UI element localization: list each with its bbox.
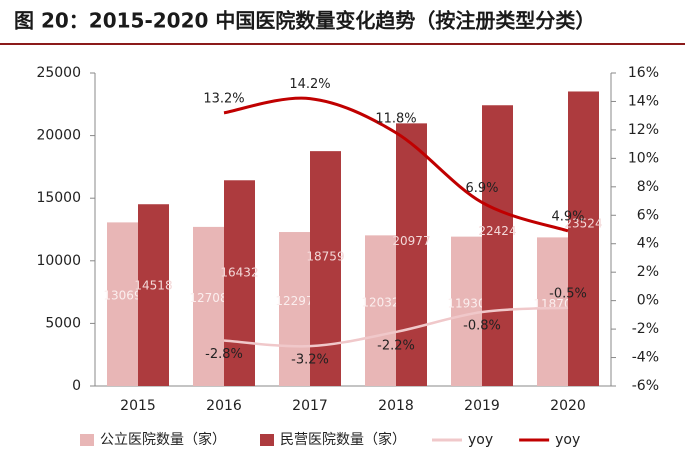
y2-tick-label: 12% bbox=[628, 122, 659, 138]
bar bbox=[451, 236, 482, 386]
bar bbox=[138, 204, 169, 386]
line-value-label: -2.2% bbox=[377, 338, 415, 353]
x-tick-label: 2020 bbox=[550, 398, 586, 414]
legend-label: yoy bbox=[555, 432, 580, 448]
x-tick-label: 2017 bbox=[292, 398, 328, 414]
line-value-label: -3.2% bbox=[291, 353, 329, 368]
y2-tick-label: 0% bbox=[637, 293, 659, 309]
y2-tick-label: -4% bbox=[632, 350, 659, 366]
bar-value-label: 11930 bbox=[447, 296, 485, 310]
y2-tick-label: 10% bbox=[628, 150, 659, 166]
bar-value-label: 12708 bbox=[189, 291, 227, 305]
y2-tick-label: -6% bbox=[632, 378, 659, 394]
line bbox=[223, 306, 569, 348]
y-tick-label: 25000 bbox=[36, 65, 81, 81]
line-value-label: 4.9% bbox=[551, 209, 584, 224]
bar bbox=[310, 151, 341, 386]
bar-value-label: 22424 bbox=[478, 224, 516, 238]
x-tick-label: 2018 bbox=[378, 398, 414, 414]
bar bbox=[224, 180, 255, 386]
bar bbox=[396, 123, 427, 387]
y2-tick-label: 4% bbox=[637, 236, 659, 252]
y-tick-label: 20000 bbox=[36, 128, 81, 144]
line-value-label: -0.8% bbox=[463, 319, 501, 334]
y2-tick-label: 8% bbox=[637, 179, 659, 195]
y-tick-label: 5000 bbox=[45, 315, 81, 331]
bar bbox=[537, 237, 568, 386]
bar-value-label: 23524 bbox=[564, 217, 602, 231]
x-tick-label: 2015 bbox=[120, 398, 156, 414]
bar-value-label: 16432 bbox=[220, 265, 258, 279]
bar bbox=[279, 232, 310, 386]
legend-swatch bbox=[260, 434, 274, 446]
bar-value-label: 18759 bbox=[306, 249, 344, 263]
bar-value-label: 14518 bbox=[134, 279, 172, 293]
line-value-label: -0.5% bbox=[549, 286, 587, 301]
y-tick-label: 15000 bbox=[36, 190, 81, 206]
line-value-label: 14.2% bbox=[289, 77, 330, 92]
bar-value-label: 12032 bbox=[361, 296, 399, 310]
legend-label: 公立医院数量（家） bbox=[100, 431, 226, 448]
y2-tick-label: 14% bbox=[628, 93, 659, 109]
y-tick-label: 10000 bbox=[36, 253, 81, 269]
x-tick-label: 2019 bbox=[464, 398, 500, 414]
y2-tick-label: 2% bbox=[637, 264, 659, 280]
legend-swatch bbox=[80, 434, 94, 446]
bar bbox=[193, 226, 224, 386]
y2-tick-label: 16% bbox=[628, 65, 659, 81]
bar bbox=[107, 222, 138, 386]
y2-tick-label: 6% bbox=[637, 207, 659, 223]
legend-label: 民营医院数量（家） bbox=[280, 431, 406, 448]
line-value-label: 6.9% bbox=[465, 181, 498, 196]
bar-value-label: 12297 bbox=[275, 294, 313, 308]
bar bbox=[482, 105, 513, 386]
bar-value-label: 13069 bbox=[103, 289, 141, 303]
line-value-label: 13.2% bbox=[203, 91, 244, 106]
x-tick-label: 2016 bbox=[206, 398, 242, 414]
line-value-label: 11.8% bbox=[375, 111, 416, 126]
bar bbox=[568, 91, 599, 386]
line-value-label: -2.8% bbox=[205, 347, 243, 362]
bar-value-label: 20977 bbox=[392, 234, 430, 248]
y2-tick-label: -2% bbox=[632, 321, 659, 337]
chart-title: 图 20：2015-2020 中国医院数量变化趋势（按注册类型分类） bbox=[14, 9, 595, 33]
line bbox=[223, 96, 569, 233]
legend-label: yoy bbox=[468, 432, 493, 448]
y-tick-label: 0 bbox=[72, 378, 81, 394]
bar bbox=[365, 235, 396, 386]
